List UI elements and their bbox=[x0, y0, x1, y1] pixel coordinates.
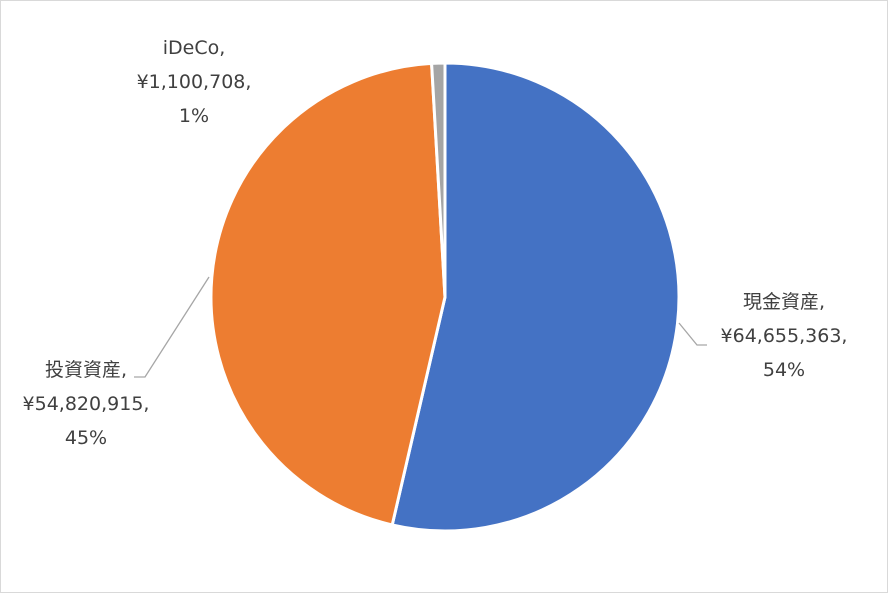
data-label-cash-percent: 54% bbox=[762, 359, 806, 381]
data-label-cash-assets: 現金資産, ¥64,655,363, 54% bbox=[679, 285, 888, 387]
leader-line-investment bbox=[134, 276, 210, 378]
data-label-investment-value: ¥54,820,915, bbox=[22, 393, 150, 415]
data-label-ideco-value: ¥1,100,708, bbox=[136, 71, 252, 93]
data-label-investment-assets: 投資資産, ¥54,820,915, 45% bbox=[0, 353, 181, 455]
pie-slice-cash-assets bbox=[390, 61, 681, 533]
data-label-cash-name: 現金資産, bbox=[742, 291, 826, 313]
pie-slice-ideco bbox=[430, 61, 447, 299]
data-label-ideco: iDeCo, ¥1,100,708, 1% bbox=[89, 31, 299, 133]
data-label-ideco-name: iDeCo, bbox=[162, 37, 226, 59]
data-label-cash-value: ¥64,655,363, bbox=[720, 325, 848, 347]
data-label-investment-name: 投資資産, bbox=[44, 359, 128, 381]
data-label-investment-percent: 45% bbox=[64, 427, 108, 449]
pie-slice-investment-assets bbox=[209, 61, 447, 527]
leader-line-cash bbox=[678, 322, 707, 346]
data-label-ideco-percent: 1% bbox=[178, 105, 210, 127]
